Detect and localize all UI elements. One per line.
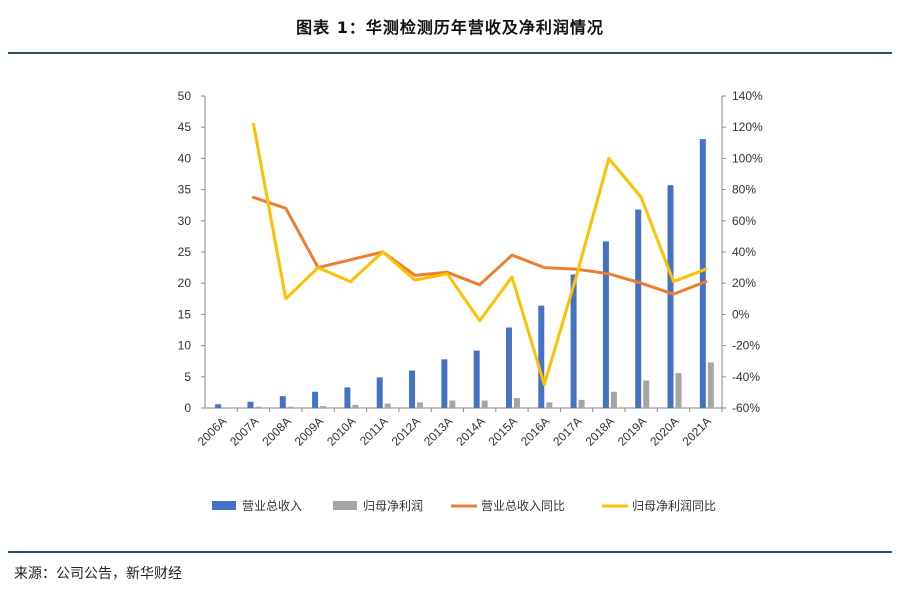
revenue-bar bbox=[441, 359, 448, 408]
net-profit-bar bbox=[255, 406, 262, 408]
revenue-yoy-line bbox=[252, 195, 708, 296]
net-profit-bar bbox=[417, 402, 424, 408]
net-profit-bar bbox=[287, 406, 294, 408]
x-tick-label: 2018A bbox=[583, 414, 617, 448]
x-tick-label: 2011A bbox=[357, 414, 391, 448]
lines bbox=[252, 122, 708, 387]
x-tick-label: 2020A bbox=[647, 414, 681, 448]
net-profit-bar bbox=[223, 407, 230, 408]
revenue-bar bbox=[247, 401, 254, 408]
revenue-bar bbox=[409, 370, 416, 408]
bottom-divider bbox=[8, 551, 892, 553]
x-tick-label: 2007A bbox=[227, 414, 261, 448]
right-tick-label: -20% bbox=[732, 339, 760, 353]
legend-label: 营业总收入 bbox=[242, 499, 302, 513]
right-tick-label: -60% bbox=[732, 401, 760, 415]
axes: 0 5 10 15 20 25 30 35 40 45 50 -60% -40% -20% 0% 20% 40%… bbox=[178, 89, 763, 449]
net-profit-bar bbox=[707, 362, 714, 408]
right-tick-label: 0% bbox=[732, 307, 750, 321]
x-tick-label: 2015A bbox=[486, 414, 520, 448]
left-tick-label: 40 bbox=[178, 151, 192, 165]
left-tick-label: 35 bbox=[178, 183, 192, 197]
net-profit-bar bbox=[578, 399, 585, 408]
left-tick-label: 10 bbox=[178, 339, 192, 353]
right-tick-label: 100% bbox=[732, 151, 763, 165]
legend-label: 营业总收入同比 bbox=[481, 499, 565, 513]
x-tick-label: 2021A bbox=[680, 414, 714, 448]
net-profit-bar bbox=[352, 404, 359, 408]
right-tick-label: -40% bbox=[732, 370, 760, 384]
revenue-bar bbox=[473, 350, 480, 408]
right-tick-label: 140% bbox=[732, 89, 763, 103]
revenue-bar bbox=[279, 396, 286, 408]
revenue-bar bbox=[699, 139, 706, 408]
left-tick-label: 25 bbox=[178, 245, 192, 259]
revenue-bar bbox=[215, 404, 222, 408]
net-profit-yoy-line bbox=[252, 122, 708, 387]
legend-label: 归母净利润同比 bbox=[632, 499, 716, 513]
x-tick-label: 2012A bbox=[389, 414, 423, 448]
x-tick-label: 2014A bbox=[453, 414, 487, 448]
right-tick-label: 20% bbox=[732, 276, 756, 290]
left-tick-label: 45 bbox=[178, 120, 192, 134]
left-tick-label: 20 bbox=[178, 276, 192, 290]
x-tick-label: 2009A bbox=[292, 414, 326, 448]
x-tick-label: 2008A bbox=[259, 414, 293, 448]
net-profit-bar bbox=[449, 400, 456, 408]
revenue-bar bbox=[505, 327, 512, 408]
legend-swatch-bar bbox=[212, 501, 236, 510]
right-tick-label: 80% bbox=[732, 183, 756, 197]
net-profit-bar bbox=[481, 400, 488, 408]
revenue-bar bbox=[376, 377, 383, 408]
net-profit-bar bbox=[675, 373, 682, 408]
legend: 营业总收入 归母净利润 营业总收入同比 归母净利润同比 bbox=[212, 499, 716, 513]
left-tick-label: 15 bbox=[178, 307, 192, 321]
revenue-bar bbox=[667, 185, 674, 408]
left-tick-label: 50 bbox=[178, 89, 192, 103]
top-divider bbox=[8, 52, 892, 54]
net-profit-bar bbox=[610, 391, 617, 408]
x-tick-label: 2013A bbox=[421, 414, 455, 448]
right-tick-label: 60% bbox=[732, 214, 756, 228]
x-tick-label: 2017A bbox=[550, 414, 584, 448]
right-tick-label: 120% bbox=[732, 120, 763, 134]
left-tick-label: 0 bbox=[184, 401, 191, 415]
net-profit-bar bbox=[320, 406, 327, 408]
revenue-bar bbox=[312, 391, 319, 408]
revenue-bar bbox=[570, 274, 577, 408]
x-tick-label: 2010A bbox=[324, 414, 358, 448]
legend-label: 归母净利润 bbox=[363, 499, 423, 513]
revenue-bar bbox=[344, 387, 351, 408]
source-note: 来源：公司公告，新华财经 bbox=[14, 566, 182, 582]
x-tick-label: 2019A bbox=[615, 414, 649, 448]
x-tick-label: 2006A bbox=[195, 414, 229, 448]
revenue-bar bbox=[602, 241, 609, 408]
revenue-bar bbox=[635, 209, 642, 408]
bars bbox=[215, 139, 714, 408]
chart-title: 图表 1：华测检测历年营收及净利润情况 bbox=[296, 18, 604, 37]
left-tick-label: 5 bbox=[184, 370, 191, 384]
x-tick-label: 2016A bbox=[518, 414, 552, 448]
right-tick-label: 40% bbox=[732, 245, 756, 259]
net-profit-bar bbox=[643, 380, 650, 408]
net-profit-bar bbox=[384, 403, 391, 408]
revenue-bar bbox=[538, 305, 545, 408]
net-profit-bar bbox=[546, 402, 553, 408]
net-profit-bar bbox=[513, 398, 520, 408]
legend-swatch-bar bbox=[333, 501, 357, 510]
left-tick-label: 30 bbox=[178, 214, 192, 228]
